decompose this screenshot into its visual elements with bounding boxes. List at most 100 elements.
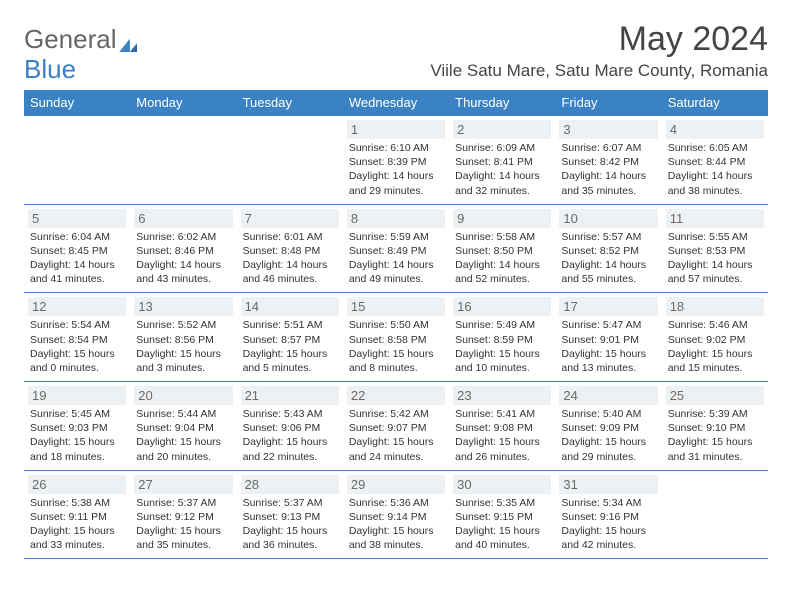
day-number: 16 xyxy=(453,297,551,316)
day-number: 25 xyxy=(666,386,764,405)
day-info: Sunrise: 5:38 AMSunset: 9:11 PMDaylight:… xyxy=(28,496,126,553)
weeks-container: ...1Sunrise: 6:10 AMSunset: 8:39 PMDayli… xyxy=(24,115,768,559)
day-number: 12 xyxy=(28,297,126,316)
day-daylight2: and 0 minutes. xyxy=(30,361,124,375)
day-sunrise: Sunrise: 5:55 AM xyxy=(668,230,762,244)
day-sunrise: Sunrise: 5:38 AM xyxy=(30,496,124,510)
day-sunrise: Sunrise: 5:35 AM xyxy=(455,496,549,510)
day-cell: 9 Sunrise: 5:58 AMSunset: 8:50 PMDaylight… xyxy=(449,205,555,293)
day-daylight1: Daylight: 14 hours xyxy=(455,258,549,272)
day-number: 9 xyxy=(453,209,551,228)
day-info: Sunrise: 5:55 AMSunset: 8:53 PMDaylight:… xyxy=(666,230,764,287)
day-number: 14 xyxy=(241,297,339,316)
day-daylight1: Daylight: 14 hours xyxy=(455,169,549,183)
day-sunset: Sunset: 9:06 PM xyxy=(243,421,337,435)
day-number: 28 xyxy=(241,475,339,494)
day-daylight2: and 49 minutes. xyxy=(349,272,443,286)
day-sunset: Sunset: 9:15 PM xyxy=(455,510,549,524)
day-sunset: Sunset: 8:45 PM xyxy=(30,244,124,258)
day-cell: 2 Sunrise: 6:09 AMSunset: 8:41 PMDaylight… xyxy=(449,116,555,204)
day-sunrise: Sunrise: 6:02 AM xyxy=(136,230,230,244)
day-sunrise: Sunrise: 6:05 AM xyxy=(668,141,762,155)
day-sunset: Sunset: 8:42 PM xyxy=(561,155,655,169)
day-daylight1: Daylight: 15 hours xyxy=(349,435,443,449)
day-daylight1: Daylight: 15 hours xyxy=(243,524,337,538)
weekday-header: Thursday xyxy=(449,90,555,115)
day-daylight2: and 38 minutes. xyxy=(349,538,443,552)
day-sunrise: Sunrise: 6:10 AM xyxy=(349,141,443,155)
day-daylight1: Daylight: 15 hours xyxy=(561,347,655,361)
day-info: Sunrise: 5:45 AMSunset: 9:03 PMDaylight:… xyxy=(28,407,126,464)
logo: GeneralBlue xyxy=(24,26,139,82)
day-daylight2: and 35 minutes. xyxy=(136,538,230,552)
day-daylight1: Daylight: 14 hours xyxy=(349,169,443,183)
day-daylight2: and 43 minutes. xyxy=(136,272,230,286)
day-sunset: Sunset: 9:02 PM xyxy=(668,333,762,347)
day-daylight2: and 52 minutes. xyxy=(455,272,549,286)
day-daylight1: Daylight: 14 hours xyxy=(561,258,655,272)
day-sunrise: Sunrise: 5:59 AM xyxy=(349,230,443,244)
weekday-header: Friday xyxy=(555,90,661,115)
day-info: Sunrise: 5:58 AMSunset: 8:50 PMDaylight:… xyxy=(453,230,551,287)
day-number: 5 xyxy=(28,209,126,228)
day-sunset: Sunset: 9:09 PM xyxy=(561,421,655,435)
day-number: 2 xyxy=(453,120,551,139)
day-daylight1: Daylight: 15 hours xyxy=(243,347,337,361)
day-sunrise: Sunrise: 5:44 AM xyxy=(136,407,230,421)
day-number: 23 xyxy=(453,386,551,405)
day-info: Sunrise: 5:52 AMSunset: 8:56 PMDaylight:… xyxy=(134,318,232,375)
day-daylight1: Daylight: 15 hours xyxy=(349,524,443,538)
day-sunrise: Sunrise: 5:43 AM xyxy=(243,407,337,421)
day-number: 30 xyxy=(453,475,551,494)
day-sunrise: Sunrise: 5:41 AM xyxy=(455,407,549,421)
day-sunset: Sunset: 8:56 PM xyxy=(136,333,230,347)
day-daylight2: and 57 minutes. xyxy=(668,272,762,286)
day-number: 15 xyxy=(347,297,445,316)
weekday-header: Monday xyxy=(130,90,236,115)
day-daylight1: Daylight: 15 hours xyxy=(30,524,124,538)
title-block: May 2024 Viile Satu Mare, Satu Mare Coun… xyxy=(430,20,768,81)
day-cell: 25Sunrise: 5:39 AMSunset: 9:10 PMDayligh… xyxy=(662,382,768,470)
day-daylight2: and 29 minutes. xyxy=(349,184,443,198)
day-cell: 12Sunrise: 5:54 AMSunset: 8:54 PMDayligh… xyxy=(24,293,130,381)
day-daylight1: Daylight: 15 hours xyxy=(455,524,549,538)
day-info: Sunrise: 5:36 AMSunset: 9:14 PMDaylight:… xyxy=(347,496,445,553)
day-daylight1: Daylight: 14 hours xyxy=(349,258,443,272)
day-sunrise: Sunrise: 5:54 AM xyxy=(30,318,124,332)
day-sunset: Sunset: 8:44 PM xyxy=(668,155,762,169)
day-number: 4 xyxy=(666,120,764,139)
day-daylight2: and 35 minutes. xyxy=(561,184,655,198)
day-cell: 16Sunrise: 5:49 AMSunset: 8:59 PMDayligh… xyxy=(449,293,555,381)
day-cell: . xyxy=(662,471,768,559)
day-sunrise: Sunrise: 6:04 AM xyxy=(30,230,124,244)
day-daylight2: and 55 minutes. xyxy=(561,272,655,286)
day-sunset: Sunset: 8:41 PM xyxy=(455,155,549,169)
day-sunset: Sunset: 8:50 PM xyxy=(455,244,549,258)
day-sunrise: Sunrise: 5:57 AM xyxy=(561,230,655,244)
day-sunset: Sunset: 9:04 PM xyxy=(136,421,230,435)
calendar: Sunday Monday Tuesday Wednesday Thursday… xyxy=(24,90,768,559)
day-number: 24 xyxy=(559,386,657,405)
day-sunrise: Sunrise: 5:37 AM xyxy=(243,496,337,510)
day-number: 11 xyxy=(666,209,764,228)
day-daylight1: Daylight: 15 hours xyxy=(561,435,655,449)
day-daylight1: Daylight: 14 hours xyxy=(30,258,124,272)
day-daylight2: and 42 minutes. xyxy=(561,538,655,552)
day-sunset: Sunset: 8:54 PM xyxy=(30,333,124,347)
day-sunrise: Sunrise: 6:09 AM xyxy=(455,141,549,155)
day-sunset: Sunset: 8:46 PM xyxy=(136,244,230,258)
day-cell: 21Sunrise: 5:43 AMSunset: 9:06 PMDayligh… xyxy=(237,382,343,470)
day-daylight2: and 24 minutes. xyxy=(349,450,443,464)
day-info: Sunrise: 5:35 AMSunset: 9:15 PMDaylight:… xyxy=(453,496,551,553)
day-cell: 6Sunrise: 6:02 AMSunset: 8:46 PMDaylight… xyxy=(130,205,236,293)
day-sunset: Sunset: 9:12 PM xyxy=(136,510,230,524)
day-cell: 14Sunrise: 5:51 AMSunset: 8:57 PMDayligh… xyxy=(237,293,343,381)
day-cell: 28Sunrise: 5:37 AMSunset: 9:13 PMDayligh… xyxy=(237,471,343,559)
day-daylight1: Daylight: 14 hours xyxy=(561,169,655,183)
day-daylight1: Daylight: 15 hours xyxy=(455,435,549,449)
day-info: Sunrise: 5:41 AMSunset: 9:08 PMDaylight:… xyxy=(453,407,551,464)
day-daylight2: and 22 minutes. xyxy=(243,450,337,464)
day-sunrise: Sunrise: 5:58 AM xyxy=(455,230,549,244)
weekday-header: Tuesday xyxy=(237,90,343,115)
day-info: Sunrise: 6:10 AMSunset: 8:39 PMDaylight:… xyxy=(347,141,445,198)
